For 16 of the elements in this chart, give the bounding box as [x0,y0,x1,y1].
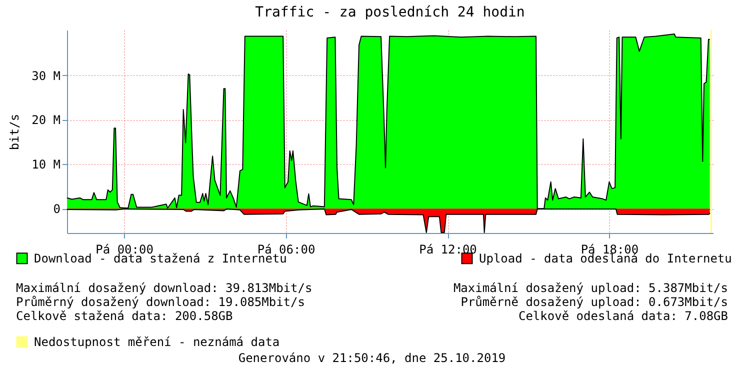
legend-label: Upload - data odeslaná do Internetu [479,251,732,266]
text: Generováno v 21:50:46, dne 25.10.2019 [238,351,506,365]
text: Celkově odeslaná data: 7.08GB [518,309,728,323]
chart-title: Traffic - za posledních 24 hodin [255,4,525,20]
y-axis-title: bit/s [8,114,22,150]
legend-label: Nedostupnost měření - neznámá data [34,335,280,349]
text: Průměrný dosažený download: 19.085Mbit/s [16,295,305,309]
y-tick-label: 10 M [32,158,60,172]
text: Celkově stažená data: 200.58GB [16,309,233,323]
text: Maximální dosažený download: 39.813Mbit/s [16,281,312,295]
y-tick-label: 30 M [32,68,60,83]
y-tick-label: 0 [53,202,60,216]
text: Průměrně dosažený upload: 0.673Mbit/s [460,295,728,309]
x-tick-label: Pá 12:00 [419,242,477,256]
y-tick-label: 20 M [32,113,60,128]
text: Maximální dosažený upload: 5.387Mbit/s [453,281,728,295]
